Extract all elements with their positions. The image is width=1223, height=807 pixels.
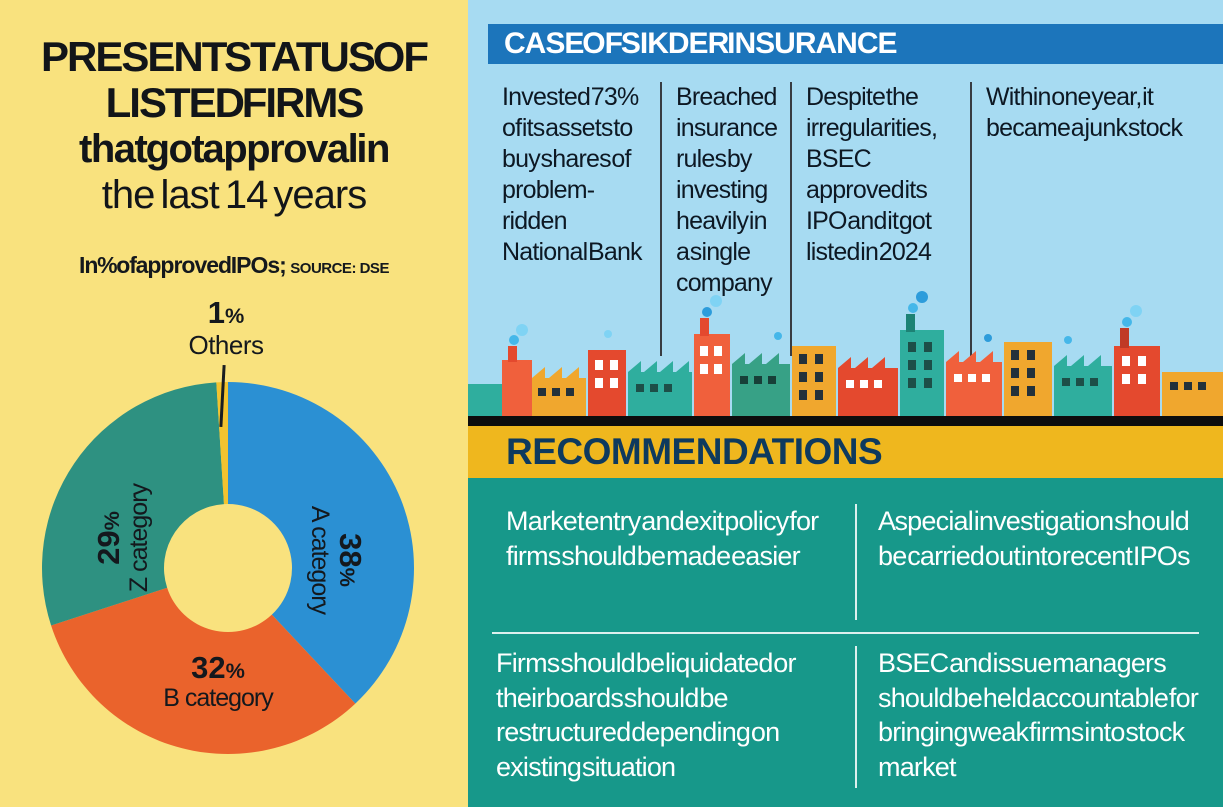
case-header-bar: CASE OF SIKDER INSURANCE — [488, 24, 1223, 64]
title-line-3: that got approval in — [79, 127, 390, 172]
case-header-title: CASE OF SIKDER INSURANCE — [504, 27, 898, 60]
case-fact-4: Within one year, it became a junk stock — [970, 82, 1215, 356]
case-panel: CASE OF SIKDER INSURANCE Invested 73% of… — [468, 0, 1223, 424]
case-fact-3: Despite the irregularities, BSEC approve… — [790, 82, 970, 356]
factory-skyline-illustration — [468, 291, 1223, 418]
divider-strip — [468, 416, 1223, 426]
others-label: Others — [188, 329, 264, 360]
b-category-percent-sign: % — [225, 658, 245, 683]
a-category-name: A category — [305, 505, 334, 615]
slice-label-z-category: 29% Z category — [91, 468, 162, 608]
b-category-value: 32% — [128, 650, 308, 685]
z-category-value: 29% — [91, 468, 126, 608]
recommendations-vertical-divider-top — [855, 504, 857, 620]
chart-subtitle: In % of approved IPOs; SOURCE: DSE — [0, 252, 468, 279]
z-category-percent-sign: % — [99, 511, 124, 531]
others-value: 1% — [0, 295, 452, 330]
others-callout: 1% Others — [0, 295, 452, 361]
donut-chart-svg — [41, 382, 415, 754]
b-category-name: B category — [163, 684, 274, 713]
title-line-4: the last 14 years — [101, 173, 368, 218]
recommendation-4: BSEC and issue managers should be held a… — [878, 648, 1199, 782]
a-category-value: 38% — [333, 490, 368, 630]
a-category-number: 38 — [333, 533, 368, 568]
donut-slice-b-category — [51, 587, 356, 754]
others-value-number: 1 — [207, 295, 225, 330]
chart-source: SOURCE: DSE — [290, 260, 389, 277]
slice-label-b-category: 32% B category — [128, 650, 308, 713]
others-percent-sign: % — [224, 303, 245, 328]
case-fact-2: Breached insurance rules by investing he… — [660, 82, 790, 356]
title-line-1: PRESENT STATUS OF — [41, 33, 429, 80]
smoke-puffs — [509, 291, 1142, 345]
recommendations-vertical-divider-bottom — [855, 646, 857, 788]
recommendation-1: Market entry and exit policy for firms s… — [506, 506, 819, 571]
title-line-2: LISTED FIRMS — [105, 79, 365, 127]
case-fact-1: Invested 73% of its assets to buy shares… — [502, 83, 643, 266]
recommendation-3: Firms should be liquidated or their boar… — [496, 648, 797, 782]
factory-buildings — [468, 314, 1223, 418]
chart-units-note: In % of approved IPOs; — [79, 252, 287, 278]
recommendations-title: RECOMMENDATIONS — [506, 431, 883, 472]
chart-panel: PRESENT STATUS OF LISTED FIRMS that got … — [0, 0, 468, 807]
z-category-name: Z category — [125, 483, 154, 593]
case-facts: Invested 73% of its assets to buy shares… — [502, 82, 1215, 356]
slice-label-a-category: 38% A category — [297, 490, 368, 630]
donut-slice-z-category — [41, 382, 224, 626]
a-category-percent-sign: % — [335, 567, 360, 587]
recommendation-2: A special investigation should be carrie… — [878, 506, 1191, 571]
b-category-number: 32 — [191, 650, 226, 685]
recommendations-panel: Market entry and exit policy for firms s… — [468, 478, 1223, 807]
donut-slice-a-category — [228, 382, 415, 704]
recommendations-header-bar: RECOMMENDATIONS — [468, 426, 1223, 478]
recommendations-horizontal-divider — [492, 632, 1199, 634]
donut-slice-others — [216, 382, 228, 505]
chart-title: PRESENT STATUS OF LISTED FIRMS that got … — [0, 33, 468, 218]
z-category-number: 29 — [91, 530, 126, 565]
